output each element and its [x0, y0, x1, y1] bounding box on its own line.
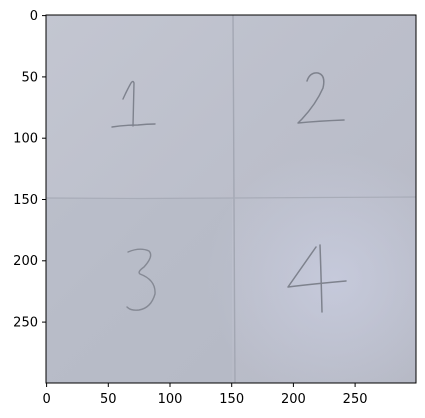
y-tick-label: 250 [13, 316, 38, 331]
x-tick-label: 200 [281, 392, 306, 407]
y-axis: 0 50 100 150 200 250 [13, 9, 46, 331]
y-tick-label: 150 [13, 193, 38, 208]
digit-4-drawing [287, 244, 347, 313]
x-tick-label: 250 [343, 392, 368, 407]
x-axis: 0 50 100 150 200 250 [42, 383, 368, 407]
y-tick-label: 200 [13, 254, 38, 269]
digit-3-drawing [126, 248, 156, 311]
paper-darker-quadrant [46, 198, 232, 383]
x-tick-label: 150 [219, 392, 244, 407]
y-tick-label: 100 [13, 132, 38, 147]
digit-2-drawing [297, 72, 345, 124]
y-tick-label: 0 [30, 9, 38, 24]
digit-2-stroke [297, 72, 345, 124]
x-tick-label: 100 [158, 392, 183, 407]
x-tick-label: 50 [100, 392, 117, 407]
digit-1-base [111, 123, 156, 128]
digit-4-stem [319, 244, 323, 313]
digit-1-stroke [122, 80, 135, 127]
horizontal-divider-line [46, 196, 416, 200]
digit-4-stroke [287, 246, 347, 288]
digit-3-stroke [126, 248, 156, 311]
digit-1-drawing [111, 80, 156, 128]
y-tick-label: 50 [21, 70, 38, 85]
x-tick-label: 0 [42, 392, 50, 407]
paper-light-patch [46, 15, 416, 383]
vertical-divider-line [232, 15, 236, 383]
photo-area [46, 15, 416, 383]
